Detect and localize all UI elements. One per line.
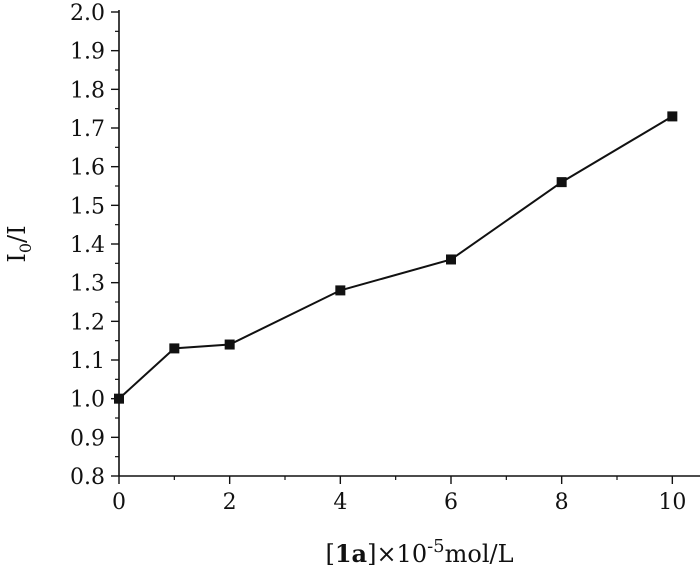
x-tick-label: 10 [658,490,686,515]
x-axis-title-suffix: mol/L [445,540,514,568]
data-point-marker [224,339,235,350]
y-axis-title-subscript: 0 [16,243,35,253]
y-tick-label: 1.8 [70,78,105,103]
x-axis-title-bold: 1a [335,539,367,568]
x-tick-label: 8 [555,490,569,515]
data-point-marker [114,393,124,404]
y-tick-label: 2.0 [70,1,105,26]
data-point-marker [446,254,456,265]
x-tick-label: 4 [333,490,347,515]
x-tick-label: 0 [112,490,126,515]
x-tick-label: 2 [223,490,237,515]
y-tick-label: 0.8 [70,465,105,490]
series-line [118,115,673,400]
x-tick-label: 6 [444,490,458,515]
y-tick-label: 1.0 [70,388,105,413]
data-point-marker [169,343,180,354]
x-axis-title-mid: ]×10 [367,540,427,568]
y-tick-label: 1.1 [70,349,105,374]
y-axis-title: I0/I [3,225,35,262]
x-axis-ticks: 0 2 4 6 8 10 [112,476,686,515]
y-tick-label: 0.9 [70,426,105,451]
x-axis-title: [1a]×10-5mol/L [325,536,513,568]
y-tick-label: 1.7 [70,117,105,142]
y-tick-label: 1.4 [70,233,105,258]
y-axis-title-main: I [3,253,31,262]
x-axis-title-exponent: -5 [427,536,445,557]
data-point-marker [335,285,346,296]
data-point-marker [556,177,567,188]
series-group [114,111,678,404]
y-tick-label: 1.6 [70,156,105,181]
data-point-marker [667,111,678,122]
x-axis-title-prefix: [ [325,540,334,568]
y-tick-label: 1.9 [70,40,105,65]
axes [118,10,700,477]
y-axis-ticks: 0.8 0.9 1.0 1.1 1.2 1.3 1.4 1.5 1.6 1.7 1.8 1.9 2.0 [70,1,119,490]
y-tick-label: 1.2 [70,310,105,335]
y-tick-label: 1.5 [70,194,105,219]
y-axis-title-suffix: /I [3,225,31,243]
y-tick-label: 1.3 [70,272,105,297]
